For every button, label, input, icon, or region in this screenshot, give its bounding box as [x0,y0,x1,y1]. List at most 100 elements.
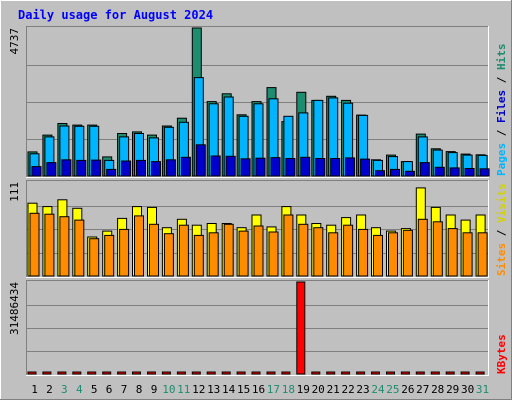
x-tick-label: 21 [327,383,340,396]
bar-kbytes-2 [42,371,52,375]
series-legend-part: Pages [495,143,508,176]
bar-kbytes-9 [147,371,156,375]
x-tick-label: 19 [297,383,310,396]
bar-pages-7 [121,160,132,177]
bar-pages-2 [46,162,57,177]
chart-title: Daily usage for August 2024 [18,8,213,22]
bar-pages-1 [31,166,42,177]
bar-kbytes-30 [460,371,470,375]
bar-sites-17 [268,231,279,277]
bar-kbytes-7 [117,371,127,375]
x-tick-label: 30 [461,383,474,396]
x-tick-label: 28 [431,383,444,396]
series-legend: KBytes [495,334,508,374]
bar-kbytes-29 [445,371,455,375]
bar-kbytes-17 [266,371,276,375]
series-files [29,77,488,177]
x-tick-label: 29 [446,383,459,396]
x-tick-label: 16 [252,383,265,396]
bar-sites-29 [447,228,458,277]
bar-pages-30 [464,168,475,177]
x-tick-label: 20 [312,383,325,396]
bar-sites-28 [432,221,443,277]
bar-sites-15 [238,230,249,277]
bar-kbytes-1 [27,371,37,375]
x-tick-label: 7 [121,383,128,396]
bar-pages-29 [449,167,460,177]
bar-sites-14 [223,223,234,277]
bar-sites-30 [462,232,473,277]
bar-sites-18 [283,214,294,277]
x-tick-label: 10 [162,383,175,396]
x-tick-label: 23 [356,383,369,396]
bar-pages-9 [151,161,161,177]
bar-kbytes-24 [371,371,380,375]
bar-kbytes-4 [72,371,82,375]
series-legend-part: Hits [495,44,508,71]
bar-kbytes-10 [161,371,171,375]
bar-sites-26 [402,229,413,277]
bar-kbytes-12 [191,371,201,375]
x-tick-label: 18 [282,383,295,396]
bar-sites-1 [29,212,40,277]
bar-pages-3 [61,159,72,177]
bar-pages-23 [360,158,371,177]
bar-sites-7 [119,228,130,277]
bar-sites-4 [74,219,85,277]
bar-kbytes-15 [236,371,246,375]
bar-kbytes-31 [475,371,485,375]
chart-panels: 4737 Pages / Files / Hits 111 Sites / Visit… [8,26,508,376]
y-max-label: 31486434 [8,282,21,335]
x-tick-label: 6 [106,383,113,396]
x-tick-label: 24 [371,383,385,396]
x-tick-label: 11 [177,383,190,396]
bar-pages-20 [315,158,326,177]
bar-kbytes-14 [221,371,231,375]
bar-pages-8 [136,159,146,177]
bar-pages-17 [270,157,281,177]
series-kbytes [27,281,485,375]
bar-kbytes-8 [132,371,141,375]
bar-pages-21 [330,158,341,177]
x-tick-label: 8 [136,383,143,396]
bar-pages-19 [300,156,311,177]
bar-sites-25 [388,232,398,277]
x-tick-label: 4 [76,383,83,396]
x-tick-label: 31 [476,383,489,396]
bar-sites-16 [253,225,264,277]
bar-sites-31 [477,232,488,277]
series-sites [29,212,488,277]
bar-kbytes-20 [311,371,321,375]
bar-pages-27 [419,162,430,177]
bar-pages-31 [479,168,490,177]
bar-kbytes-5 [87,371,97,375]
bar-kbytes-26 [400,371,410,375]
x-tick-label: 25 [386,383,399,396]
bar-pages-10 [165,159,176,177]
bar-sites-23 [358,228,369,277]
bar-kbytes-6 [102,371,112,375]
y-max-label: 4737 [8,28,21,55]
bar-kbytes-23 [356,371,366,375]
bar-pages-24 [375,170,385,177]
x-tick-label: 15 [237,383,250,396]
bar-kbytes-18 [281,371,291,375]
series-legend: Pages / Files / Hits [495,44,508,177]
bar-pages-16 [255,157,266,177]
bar-sites-8 [134,215,144,277]
bar-pages-14 [225,155,236,177]
y-max-label: 111 [8,182,21,202]
bar-sites-11 [178,224,189,277]
series-legend-part: Files [495,90,508,123]
bar-kbytes-22 [341,371,351,375]
bar-kbytes-25 [386,371,395,375]
x-tick-label: 2 [46,383,53,396]
panel-kbytes: 31486434 KBytes [8,280,508,376]
bar-pages-25 [390,168,400,177]
bar-kbytes-16 [251,371,261,375]
bar-kbytes-11 [176,371,186,375]
bar-sites-20 [313,227,324,277]
x-tick-label: 17 [267,383,280,396]
